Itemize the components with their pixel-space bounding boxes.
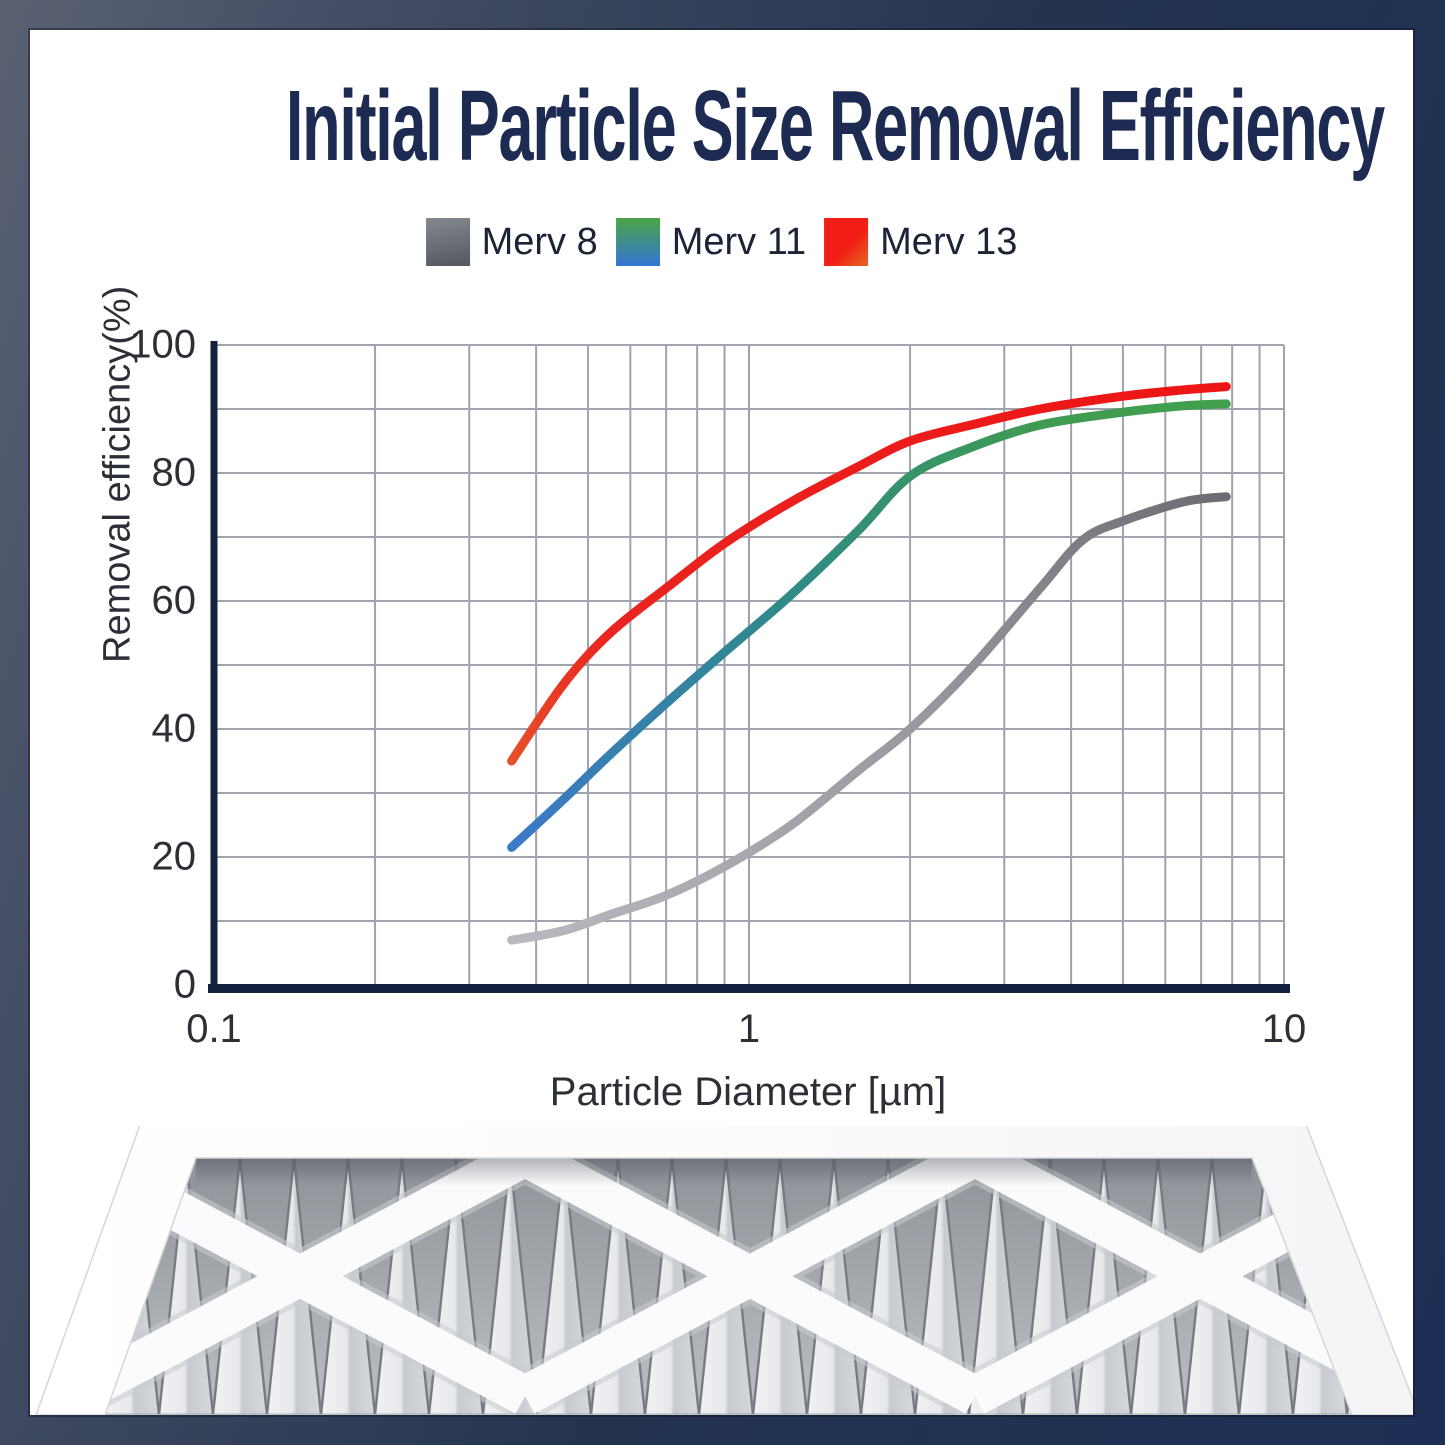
y-tick-label: 0 [173, 962, 196, 1007]
legend-item-merv8: Merv 8 [425, 218, 598, 266]
series-merv8 [507, 492, 1231, 945]
merv13-swatch-icon [824, 218, 869, 266]
chart-gridlines [214, 344, 1285, 985]
efficiency-line-chart [208, 341, 1290, 993]
y-tick-label: 60 [151, 578, 197, 623]
x-axis-title: Particle Diameter [µm] [549, 1070, 947, 1114]
content-panel: Initial Particle Size Removal Efficiency… [28, 28, 1415, 1417]
legend-item-merv11: Merv 11 [615, 218, 807, 266]
legend-label: Merv 11 [671, 221, 807, 263]
filter-frame [35, 1126, 1413, 1415]
y-tick-label: 80 [151, 450, 197, 495]
series-merv11 [507, 399, 1231, 852]
legend-label: Merv 8 [481, 221, 598, 263]
x-tick-label: 10 [1261, 1007, 1307, 1051]
legend-item-merv13: Merv 13 [824, 218, 1017, 266]
chart-axes [208, 341, 1290, 993]
chart-legend: Merv 8 Merv 11 Merv 13 [425, 218, 1017, 266]
y-tick-label: 40 [151, 706, 197, 751]
legend-label: Merv 13 [880, 221, 1018, 263]
y-tick-label: 20 [151, 834, 197, 879]
y-tick-label: 100 [129, 322, 196, 367]
x-tick-label: 1 [737, 1007, 761, 1051]
x-tick-label: 0.1 [186, 1007, 242, 1051]
pleated-air-filter-image [35, 1126, 1413, 1415]
series-merv13 [507, 382, 1231, 766]
merv11-swatch-icon [615, 218, 660, 266]
merv8-swatch-icon [425, 218, 470, 266]
chart-curves [507, 382, 1231, 945]
